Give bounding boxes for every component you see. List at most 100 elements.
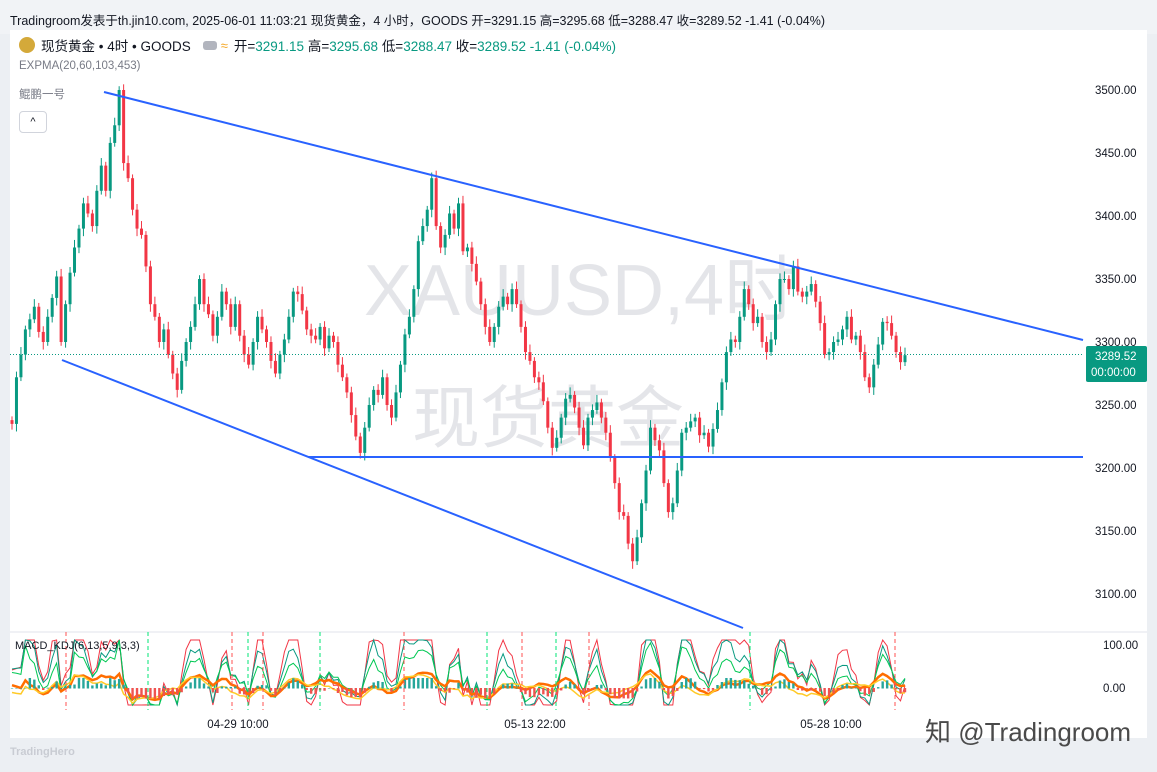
candle-body (608, 432, 612, 458)
macd-hist-bar (135, 688, 139, 699)
y-tick-label: 3450.00 (1095, 148, 1137, 160)
macd-hist-bar (305, 688, 308, 690)
candle-body (555, 437, 559, 448)
candle-body (881, 321, 885, 345)
candle-body (122, 90, 126, 164)
macd-hist-bar (171, 688, 174, 696)
macd-hist-bar (247, 688, 250, 693)
macd-hist-bar (180, 688, 183, 693)
candle-body (532, 360, 536, 378)
macd-hist-bar (50, 686, 54, 689)
candle-body (774, 304, 778, 340)
candle-body (733, 339, 737, 342)
candle-body (394, 392, 398, 418)
macd-axis: 100.00 0.00 (1103, 640, 1138, 695)
macd-hist-bar (528, 688, 532, 698)
candle-body (166, 329, 170, 355)
candle-body (653, 427, 657, 441)
macd-hist-bar (15, 688, 18, 689)
candle-body (849, 316, 853, 340)
macd-hist-bar (836, 688, 840, 691)
macd-hist-bar (760, 688, 764, 695)
candle-body (193, 304, 197, 327)
candle-body (73, 247, 77, 273)
macd-hist-bar (756, 688, 759, 689)
candle-body (416, 241, 420, 290)
macd-hist-bar (301, 684, 304, 689)
candle-body (251, 342, 255, 365)
candle-body (756, 316, 760, 324)
macd-hist-bar (845, 683, 849, 689)
collapse-legend-button[interactable]: ^ (19, 111, 47, 133)
price-tag-box (1086, 346, 1147, 382)
macd-hist-bar (95, 683, 99, 689)
candle-body (412, 289, 416, 317)
candle-body (863, 352, 867, 378)
candle-body (823, 323, 827, 355)
watermark-line1: XAUUSD,4时 (364, 251, 796, 331)
macd-hist-bar (59, 688, 63, 689)
signal-line (11, 673, 906, 705)
time-axis[interactable]: 04-29 10:00 05-13 22:00 05-28 10:00 (207, 719, 861, 731)
macd-hist-bar (109, 678, 112, 689)
candles-layer (10, 84, 907, 569)
candle-body (760, 316, 764, 342)
candle-body (37, 306, 41, 332)
visibility-toggle-icon[interactable] (202, 40, 217, 50)
price-axis[interactable]: 3500.003450.003400.003350.003300.003250.… (1095, 85, 1137, 601)
macd-hist-bar (359, 688, 362, 698)
symbol-title[interactable]: 现货黄金 • 4时 • GOODS (41, 39, 191, 54)
macd-hist-bar (600, 684, 603, 689)
candle-body (363, 427, 367, 453)
macd-hist-bar (220, 686, 224, 689)
candle-body (269, 342, 273, 361)
macd-hist-bar (167, 688, 170, 695)
candle-body (175, 373, 179, 390)
candle-body (434, 178, 438, 227)
macd-hist-bar (841, 685, 844, 689)
candle-body (662, 450, 666, 484)
macd-hist-bar (274, 688, 277, 696)
upper-trendline[interactable] (103, 91, 1084, 341)
candle-body (537, 377, 541, 383)
macd-hist-bar (559, 688, 563, 691)
candle-body (90, 213, 94, 227)
candle-body (104, 165, 108, 191)
macd-hist-bar (82, 678, 85, 689)
candle-body (568, 394, 572, 399)
indicator-label[interactable]: EXPMA(20,60,103,453) (19, 60, 141, 72)
y-tick-label: 3400.00 (1095, 211, 1137, 223)
candle-body (461, 203, 465, 252)
macd-hist-bar (283, 687, 286, 689)
chart-panel[interactable] (10, 30, 1147, 738)
candle-body (305, 310, 309, 330)
candle-body (791, 266, 795, 290)
macd-hist-bar (814, 688, 817, 690)
macd-hist-bar (609, 688, 612, 695)
candle-body (550, 427, 554, 448)
wave-icon[interactable]: ≈ (220, 37, 228, 53)
candle-body (573, 394, 577, 408)
candle-body (287, 316, 291, 340)
candle-body (14, 377, 18, 424)
macd-hist-bar (787, 682, 791, 689)
candle-body (465, 247, 469, 252)
macd-hist-bar (278, 688, 282, 692)
macd-hist-bar (573, 684, 576, 689)
macd-hist-bar (394, 687, 398, 689)
macd-hist-bar (332, 688, 335, 689)
candle-body (336, 342, 340, 365)
candle-body (327, 335, 331, 349)
macd-hist-bar (716, 685, 719, 689)
candle-body (358, 436, 362, 453)
macd-hist-bar (46, 687, 49, 689)
candle-body (613, 457, 617, 484)
macd-kdj-label[interactable]: MACD_KDJ(6,13,5,9,3,3) (15, 640, 140, 652)
macd-hist-bar (542, 688, 545, 695)
candle-body (425, 209, 429, 227)
macd-hist-bar (568, 681, 572, 689)
macd-hist-bar (376, 681, 380, 689)
candle-body (265, 329, 269, 342)
lower-trendline[interactable] (61, 359, 744, 629)
